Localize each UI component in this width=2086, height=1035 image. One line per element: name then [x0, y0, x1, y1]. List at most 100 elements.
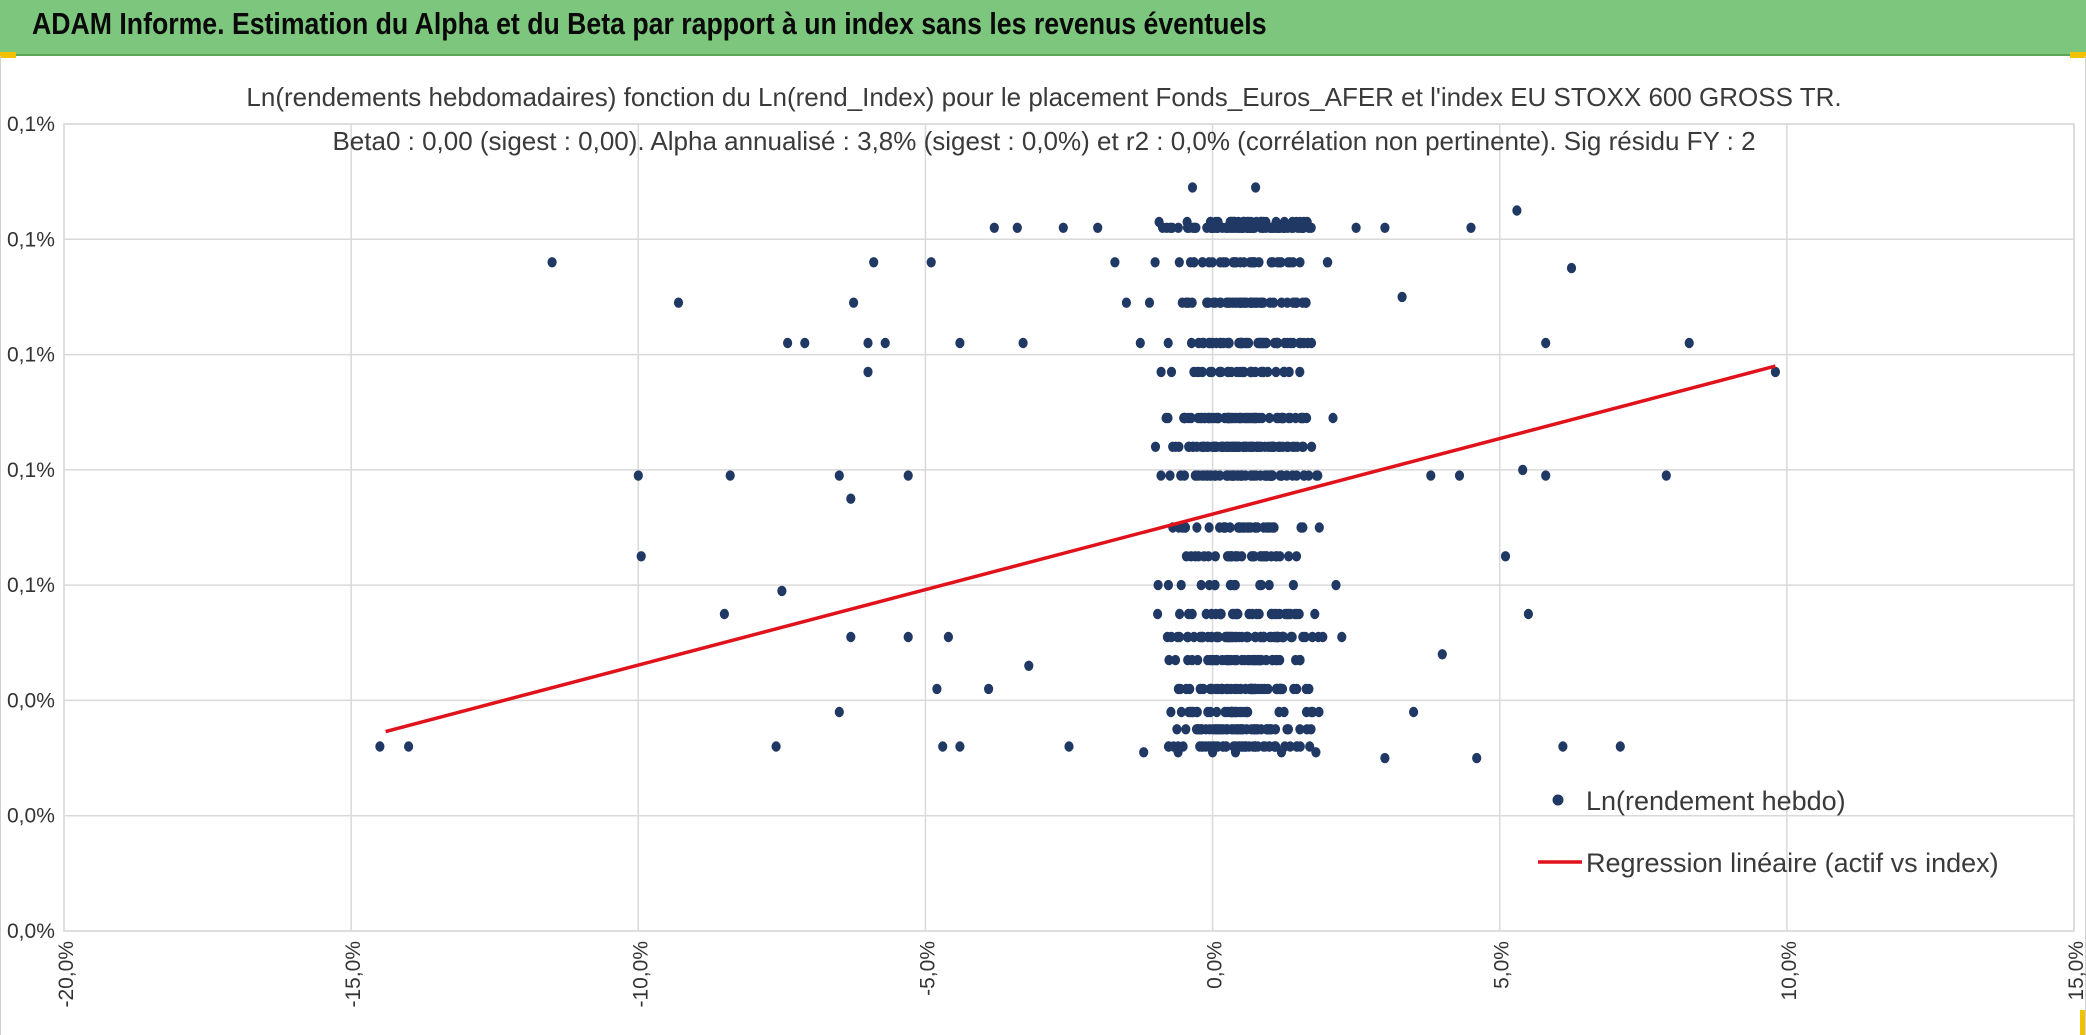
scatter-point — [1193, 551, 1204, 562]
scatter-point — [1150, 441, 1161, 452]
scatter-point — [1230, 257, 1241, 268]
scatter-point — [863, 337, 873, 349]
scatter-point — [1197, 257, 1208, 268]
y-tick-label: 0,1% — [7, 113, 55, 136]
scatter-point — [1201, 608, 1211, 620]
scatter-point — [1220, 522, 1230, 533]
scatter-point — [932, 683, 942, 695]
scatter-point — [777, 585, 787, 597]
x-tick-label: -10,0% — [629, 941, 652, 1008]
scatter-point — [1205, 470, 1215, 481]
scatter-point — [1275, 608, 1285, 620]
scatter-point — [984, 683, 994, 695]
scatter-point — [1331, 579, 1341, 591]
scatter-point — [1253, 441, 1263, 452]
scatter-point — [1275, 654, 1285, 666]
regression-line — [385, 364, 1776, 734]
scatter-point — [1295, 257, 1305, 268]
scatter-point — [1295, 741, 1305, 752]
scatter-point — [1253, 724, 1263, 735]
scatter-point — [1163, 412, 1173, 424]
corner-marker-top-right — [2070, 52, 2086, 58]
axes-layer: 0,0% 0,0% 0,0% 0,1% 0,1% 0,1% 0,1% 0,1% -20,0% -1… — [7, 113, 2086, 1008]
scatter-point — [1189, 257, 1199, 268]
scatter-point — [1173, 747, 1183, 758]
scatter-point — [834, 706, 844, 718]
scatter-point — [1093, 222, 1103, 233]
scatter-point — [1237, 741, 1248, 752]
scatter-point — [1409, 706, 1419, 718]
scatter-point — [1306, 706, 1316, 718]
scatter-point — [1236, 470, 1246, 481]
scatter-point — [1252, 654, 1262, 666]
scatter-point — [1307, 631, 1317, 643]
scatter-point — [1770, 366, 1780, 378]
scatter-point — [1314, 522, 1324, 533]
scatter-point — [1221, 724, 1231, 735]
scatter-point — [1286, 631, 1296, 643]
scatter-point — [1295, 654, 1305, 666]
scatter-point — [1139, 747, 1149, 758]
scatter-point — [1221, 741, 1231, 752]
scatter-point — [1216, 297, 1226, 308]
scatter-point — [880, 337, 890, 349]
scatter-point — [1186, 551, 1196, 562]
scatter-point — [1177, 522, 1188, 533]
scatter-point — [1541, 470, 1551, 481]
scatter-point — [1174, 631, 1185, 643]
scatter-point — [1250, 412, 1260, 424]
scatter-point — [1163, 337, 1173, 349]
scatter-point — [1156, 366, 1166, 378]
scatter-point — [1288, 579, 1298, 591]
scatter-point — [1205, 654, 1215, 666]
scatter-point — [1024, 660, 1034, 671]
scatter-point — [1189, 631, 1199, 643]
scatter-point — [1240, 216, 1250, 228]
scatter-point — [1292, 683, 1302, 695]
legend-line-label: Regression linéaire (actif vs index) — [1586, 848, 1999, 878]
scatter-point — [1260, 337, 1270, 349]
scatter-point — [1318, 631, 1328, 643]
scatter-point — [1287, 216, 1297, 228]
scatter-point — [1275, 551, 1285, 562]
scatter-point — [1225, 412, 1235, 424]
scatter-point — [1337, 631, 1347, 643]
scatter-point — [1172, 724, 1182, 735]
scatter-point — [1263, 441, 1273, 452]
scatter-point — [1283, 724, 1293, 735]
scatter-point — [955, 741, 965, 752]
scatter-point — [1426, 470, 1436, 481]
scatter-point — [1258, 366, 1268, 378]
scatter-point — [1187, 654, 1197, 666]
scatter-point — [1314, 706, 1324, 718]
scatter-point — [1164, 741, 1174, 752]
scatter-point — [1228, 470, 1238, 481]
scatter-point — [1190, 470, 1200, 481]
corner-marker-top-left — [0, 52, 16, 58]
scatter-point — [1213, 631, 1224, 643]
x-tick-label: -15,0% — [342, 941, 365, 1008]
scatter-point — [1282, 297, 1292, 308]
scatter-point — [1198, 741, 1208, 752]
scatter-point — [1194, 366, 1204, 378]
scatter-point — [1215, 366, 1225, 378]
chart-area: 0,0% 0,0% 0,0% 0,1% 0,1% 0,1% 0,1% 0,1% -20,0% -1… — [0, 56, 2086, 1035]
scatter-point — [1298, 441, 1308, 452]
legend-scatter-marker — [1552, 794, 1564, 806]
scatter-point — [1262, 522, 1272, 533]
scatter-point — [1291, 297, 1301, 308]
scatter-point — [1285, 412, 1295, 424]
scatter-point — [404, 741, 414, 752]
scatter-point — [1261, 654, 1271, 666]
scatter-point — [1231, 441, 1241, 452]
scatter-point — [1291, 551, 1302, 562]
y-tick-label: 0,0% — [7, 805, 55, 828]
scatter-point — [673, 297, 684, 308]
scatter-point — [1255, 579, 1265, 591]
scatter-point — [1154, 216, 1164, 228]
scatter-point — [1203, 706, 1213, 718]
scatter-point — [1186, 337, 1197, 349]
scatter-point — [1213, 412, 1223, 424]
scatter-point — [1233, 724, 1243, 735]
scatter-point — [1202, 297, 1212, 308]
